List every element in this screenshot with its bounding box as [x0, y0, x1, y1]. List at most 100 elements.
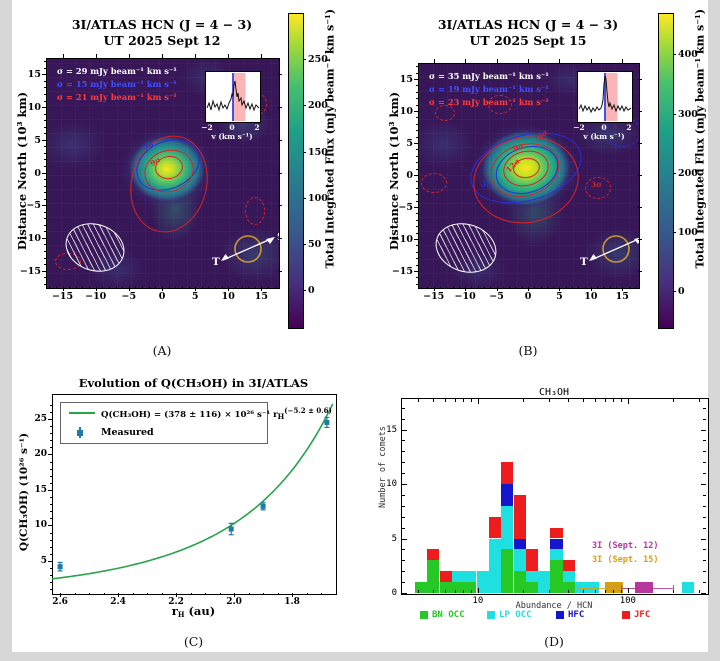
x-tick-label: 1.8	[284, 597, 300, 607]
minor-tick	[208, 287, 210, 289]
minor-tick	[416, 117, 418, 119]
minor-tick	[703, 462, 706, 464]
minor-tick	[321, 593, 323, 595]
minor-tick	[402, 407, 405, 409]
colorbar-tick-label: 250	[308, 54, 328, 66]
minor-tick	[44, 93, 46, 95]
x-tick-mark	[528, 59, 529, 63]
sun-label: S	[277, 231, 280, 243]
minor-tick	[168, 287, 170, 289]
abundance-histogram-plot	[401, 398, 709, 595]
bar-segment-bn	[550, 560, 563, 593]
y-tick-mark	[638, 239, 642, 240]
bar-segment-bn	[439, 582, 452, 593]
minor-tick	[703, 440, 706, 442]
y-tick-label: 15	[27, 69, 41, 81]
bar-segment-lp	[682, 582, 695, 593]
x-tick-mark	[95, 287, 97, 291]
minor-tick	[89, 287, 91, 289]
minor-tick	[416, 123, 418, 125]
minor-tick	[416, 149, 418, 151]
minor-tick	[44, 133, 46, 135]
minor-tick	[484, 287, 485, 289]
minor-tick	[248, 287, 250, 289]
minor-tick	[50, 546, 52, 548]
x-tick-mark	[622, 59, 624, 63]
minor-tick	[470, 399, 472, 402]
fit-formula-exp: (−5.2 ± 0.6)	[284, 406, 332, 415]
x-tick-label: 2.0	[226, 597, 242, 607]
x-tick-mark	[195, 54, 197, 58]
y-tick-mark	[278, 139, 282, 141]
minor-tick	[50, 461, 52, 463]
minor-tick	[613, 399, 615, 402]
minor-tick	[50, 468, 52, 470]
colorbar-tick-label: 0	[678, 286, 685, 298]
x-tick-mark	[162, 54, 163, 58]
sun-tail-compass-a: T S	[212, 231, 280, 268]
y-tick-label: 10	[34, 520, 47, 531]
y-tick-mark	[414, 175, 418, 176]
x-tick-mark	[60, 593, 62, 597]
x-tick-mark	[496, 59, 498, 63]
minor-tick	[44, 231, 46, 233]
colorbar-b	[658, 13, 674, 329]
minor-tick	[568, 590, 570, 593]
minor-tick	[44, 67, 46, 69]
colorbar-tick-mark	[303, 59, 306, 61]
colorbar-tick-label: 200	[678, 167, 698, 179]
fit-line-sample	[69, 412, 95, 414]
x-tick-mark	[195, 287, 197, 291]
minor-tick	[44, 192, 46, 194]
bar-segment-hfc	[550, 538, 563, 550]
minor-tick	[416, 98, 418, 100]
xerr-cap	[621, 585, 623, 592]
y-tick-mark	[701, 593, 706, 594]
x-tick-mark	[477, 588, 479, 593]
minor-tick	[515, 287, 517, 289]
spectrum-line	[578, 75, 632, 114]
y-tick-label: 0	[406, 170, 413, 181]
x-tick-mark	[95, 54, 97, 58]
minor-tick	[44, 100, 46, 102]
minor-tick	[50, 497, 52, 499]
minor-tick	[703, 407, 706, 409]
y-tick-mark	[414, 239, 418, 240]
contour-red-dashed-negative	[585, 177, 611, 199]
minor-tick	[634, 287, 636, 289]
minor-tick	[416, 72, 418, 74]
panel-c-legend: Q(CH₃OH) = (378 ± 116) × 10²⁶ s⁻¹ rH(−5.…	[60, 402, 332, 444]
legend-swatch-lp	[487, 611, 495, 619]
spectrum-inset-b	[577, 71, 633, 123]
minor-tick	[416, 232, 418, 234]
minor-tick	[190, 593, 192, 595]
bar-segment-jfc	[562, 560, 575, 572]
minor-tick	[703, 505, 706, 507]
bar-segment-bn	[414, 582, 428, 593]
colorbar-tick-label: 0	[308, 285, 315, 297]
minor-tick	[44, 211, 46, 213]
minor-tick	[416, 136, 418, 138]
x-tick-mark	[496, 287, 498, 291]
minor-tick	[418, 590, 420, 593]
bar-segment-hfc	[513, 538, 526, 550]
minor-tick	[44, 257, 46, 259]
minor-tick	[50, 582, 52, 584]
x-tick-label: 0	[524, 291, 532, 302]
sun-tail-compass-b: T S	[580, 235, 639, 268]
minor-tick	[219, 593, 221, 595]
minor-tick	[549, 399, 551, 402]
minor-tick	[463, 590, 465, 593]
minor-tick	[118, 593, 120, 595]
x-tick-label: 100	[619, 596, 636, 606]
minor-tick	[582, 399, 584, 402]
minor-tick	[444, 399, 446, 402]
y-tick-mark	[278, 172, 282, 174]
sunward-arrowhead-icon	[266, 237, 275, 244]
y-tick-mark	[42, 237, 46, 239]
minor-tick	[402, 462, 405, 464]
minor-tick	[142, 287, 144, 289]
minor-tick	[44, 198, 46, 200]
spectrum-inset-svg-b	[578, 73, 632, 121]
